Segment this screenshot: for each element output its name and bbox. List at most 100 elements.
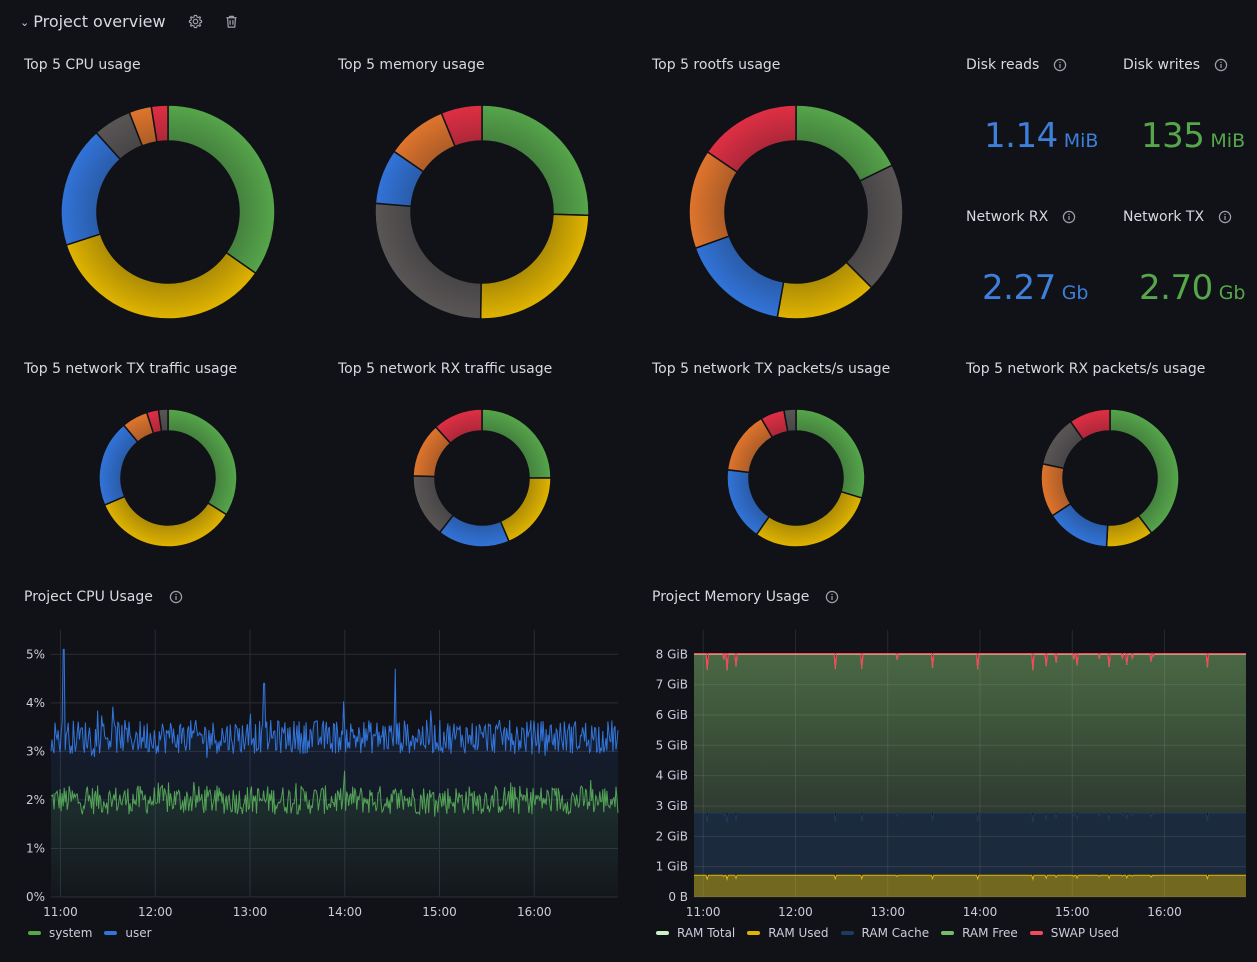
- gear-icon[interactable]: [188, 14, 204, 30]
- donut-1[interactable]: [374, 104, 590, 320]
- y-tick-label: 1 GiB: [656, 860, 688, 874]
- chevron-down-icon[interactable]: ⌄: [20, 16, 30, 29]
- info-icon[interactable]: [169, 590, 183, 604]
- panel-title-memory: Top 5 memory usage: [338, 57, 485, 73]
- stat-label: Disk reads: [966, 57, 1040, 73]
- x-tick-label: 14:00: [327, 905, 362, 919]
- x-tick-label: 12:00: [138, 905, 173, 919]
- donut-slice-blue[interactable]: [98, 424, 139, 506]
- legend-item-swap-used[interactable]: SWAP Used: [1029, 926, 1119, 940]
- panel-title-net-tx-packets: Top 5 network TX packets/s usage: [652, 361, 891, 377]
- panel-title-net-tx-traffic: Top 5 network TX traffic usage: [24, 361, 238, 377]
- stat-label: Disk writes: [1123, 57, 1201, 73]
- donut-slice-gray[interactable]: [157, 408, 169, 433]
- donut-3[interactable]: [98, 408, 238, 548]
- x-tick-label: 16:00: [517, 905, 552, 919]
- legend-item-ram-used[interactable]: RAM Used: [747, 926, 829, 940]
- legend-label: system: [49, 926, 93, 940]
- info-icon[interactable]: [825, 590, 839, 604]
- legend-item-system[interactable]: system: [28, 926, 92, 940]
- y-tick-label: 0%: [26, 890, 45, 904]
- donut-slice-gray[interactable]: [412, 475, 455, 534]
- x-tick-label: 13:00: [870, 905, 905, 919]
- legend-item-user[interactable]: user: [104, 926, 152, 940]
- stat-unit: Gb: [1061, 282, 1089, 304]
- x-tick-label: 16:00: [1147, 905, 1182, 919]
- panel-title-net-rx-traffic: Top 5 network RX traffic usage: [338, 361, 553, 377]
- donut-slice-yellow[interactable]: [479, 213, 590, 320]
- info-icon[interactable]: [1053, 58, 1067, 72]
- y-tick-label: 5%: [26, 647, 45, 661]
- legend-item-ram-free[interactable]: RAM Free: [941, 926, 1018, 940]
- legend-swatch: [1029, 931, 1043, 935]
- legend-swatch: [941, 931, 955, 935]
- panel-title-cpu: Top 5 CPU usage: [24, 57, 141, 73]
- trash-icon[interactable]: [224, 14, 240, 30]
- stat-title-disk-reads: Disk reads: [966, 57, 1067, 73]
- donut-4[interactable]: [412, 408, 552, 548]
- y-tick-label: 5 GiB: [656, 738, 688, 752]
- area-user: [51, 649, 618, 897]
- y-tick-label: 0 B: [668, 890, 688, 904]
- donut-0[interactable]: [60, 104, 276, 320]
- memory-usage-chart[interactable]: 0 B 1 GiB 2 GiB 3 GiB 4 GiB 5 GiB 6 GiB 7 GiB 8 …: [640, 620, 1257, 920]
- donut-slice-green[interactable]: [795, 104, 894, 182]
- info-icon[interactable]: [1214, 58, 1228, 72]
- area-ram-cache[interactable]: [694, 813, 1246, 876]
- x-tick-label: 13:00: [233, 905, 268, 919]
- donut-slice-blue[interactable]: [726, 468, 771, 536]
- donut-slice-yellow[interactable]: [103, 495, 228, 548]
- donut-slice-red[interactable]: [440, 104, 483, 148]
- donut-slice-red[interactable]: [1069, 408, 1111, 441]
- legend-item-ram-cache[interactable]: RAM Cache: [840, 926, 929, 940]
- series-line-swap-used[interactable]: [694, 651, 1246, 670]
- donut-5[interactable]: [726, 408, 866, 548]
- area-ram-free[interactable]: [694, 654, 1246, 813]
- donut-slice-gray[interactable]: [783, 408, 797, 433]
- y-tick-label: 4%: [26, 696, 45, 710]
- stat-network-tx: 2.70 Gb: [1139, 268, 1246, 308]
- x-tick-label: 11:00: [686, 905, 721, 919]
- donut-slice-green[interactable]: [795, 408, 866, 500]
- donut-slice-red[interactable]: [434, 408, 483, 445]
- y-tick-label: 6 GiB: [656, 708, 688, 722]
- stat-value: 2.70: [1139, 268, 1213, 308]
- row-header[interactable]: ⌄ Project overview: [20, 12, 240, 31]
- series-line-ram-used[interactable]: [694, 874, 1246, 881]
- donut-slice-yellow[interactable]: [755, 490, 863, 548]
- stat-unit: Gb: [1218, 282, 1246, 304]
- stat-network-rx: 2.27 Gb: [982, 268, 1089, 308]
- legend-item-ram-total[interactable]: RAM Total: [656, 926, 735, 940]
- series-line-user[interactable]: [50, 648, 619, 758]
- legend-swatch: [28, 931, 41, 935]
- legend-swatch: [104, 931, 118, 935]
- series-line-ram-cache[interactable]: [694, 811, 1246, 823]
- donut-slice-red[interactable]: [706, 104, 797, 174]
- donut-slice-green[interactable]: [1109, 408, 1180, 535]
- stat-title-disk-writes: Disk writes: [1123, 57, 1228, 73]
- donut-slice-green[interactable]: [167, 104, 276, 275]
- info-icon[interactable]: [1062, 210, 1076, 224]
- legend-swatch: [747, 931, 761, 935]
- stat-value: 2.27: [982, 268, 1056, 308]
- donut-slice-blue[interactable]: [694, 235, 785, 319]
- donut-slice-green[interactable]: [167, 408, 238, 516]
- stat-label: Network TX: [1123, 209, 1205, 225]
- row-title[interactable]: Project overview: [33, 12, 166, 31]
- info-icon[interactable]: [1218, 210, 1232, 224]
- donut-slice-gray[interactable]: [845, 164, 904, 289]
- donut-slice-red[interactable]: [150, 104, 169, 143]
- donut-2[interactable]: [688, 104, 904, 320]
- donut-slice-gray[interactable]: [374, 202, 482, 320]
- stat-unit: MiB: [1063, 130, 1099, 152]
- donut-6[interactable]: [1040, 408, 1180, 548]
- panel-title-project-cpu: Project CPU Usage: [24, 589, 183, 605]
- donut-slice-yellow[interactable]: [499, 477, 552, 543]
- donut-slice-green[interactable]: [481, 408, 552, 479]
- donut-slice-green[interactable]: [481, 104, 590, 217]
- cpu-usage-chart[interactable]: 0% 1% 2% 3% 4% 5% 11:00 12:00 13:00 14:00 15:00 16:…: [0, 620, 630, 920]
- legend-label: RAM Used: [768, 926, 829, 940]
- donut-slice-yellow[interactable]: [65, 232, 257, 320]
- area-ram-used[interactable]: [694, 875, 1246, 897]
